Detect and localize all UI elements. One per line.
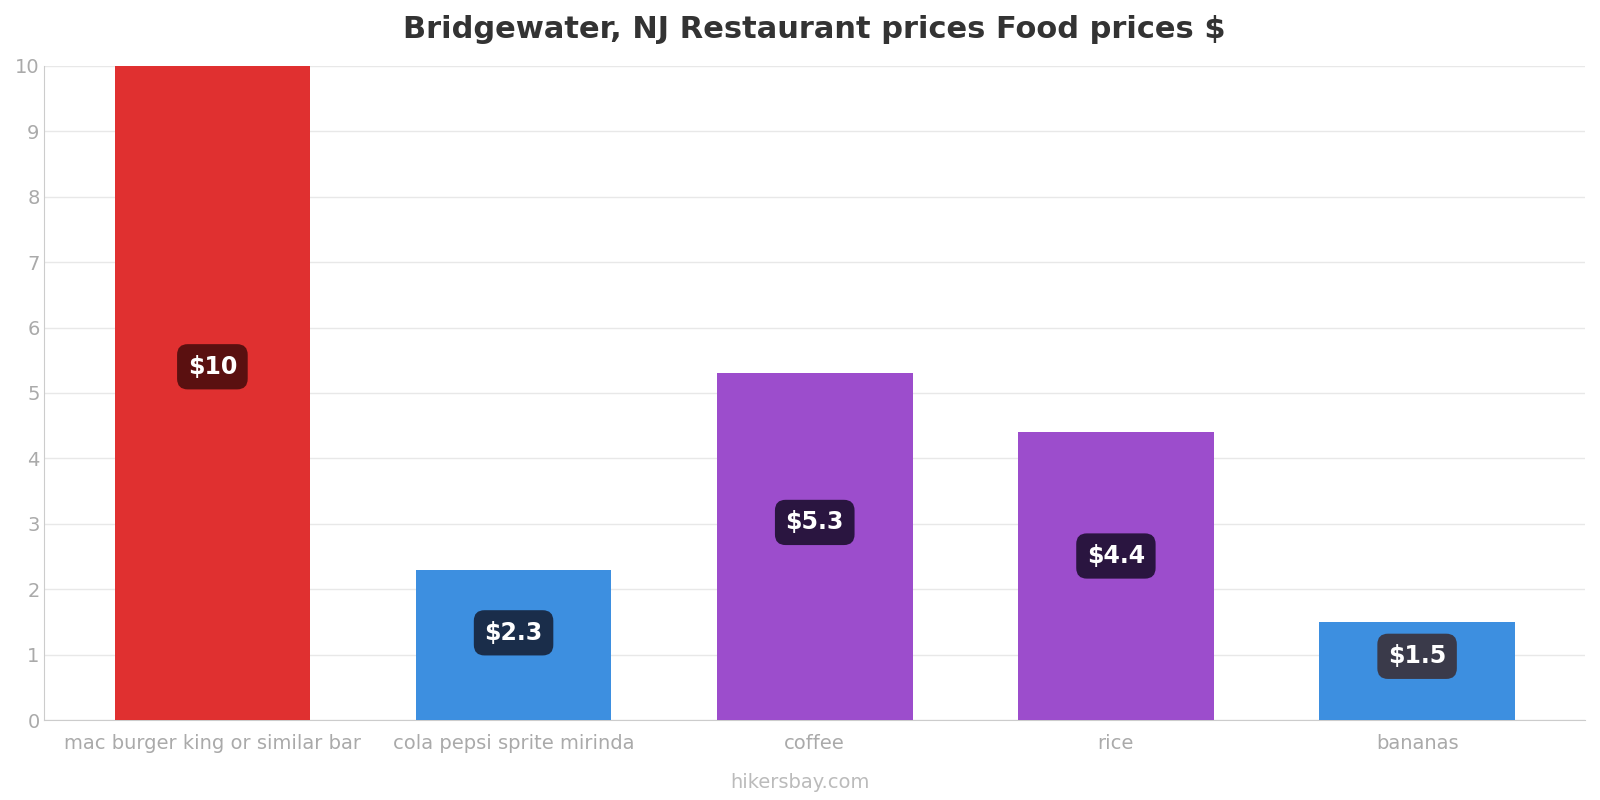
Text: $10: $10 [187, 354, 237, 378]
Bar [115, 66, 310, 720]
Bar [416, 570, 611, 720]
Text: $4.4: $4.4 [1086, 544, 1146, 568]
Text: hikersbay.com: hikersbay.com [730, 773, 870, 792]
Text: $1.5: $1.5 [1387, 644, 1446, 668]
Bar [1320, 622, 1515, 720]
Text: $2.3: $2.3 [485, 621, 542, 645]
Title: Bridgewater, NJ Restaurant prices Food prices $: Bridgewater, NJ Restaurant prices Food p… [403, 15, 1226, 44]
Bar [1018, 432, 1214, 720]
Text: $5.3: $5.3 [786, 510, 843, 534]
Bar [717, 374, 912, 720]
